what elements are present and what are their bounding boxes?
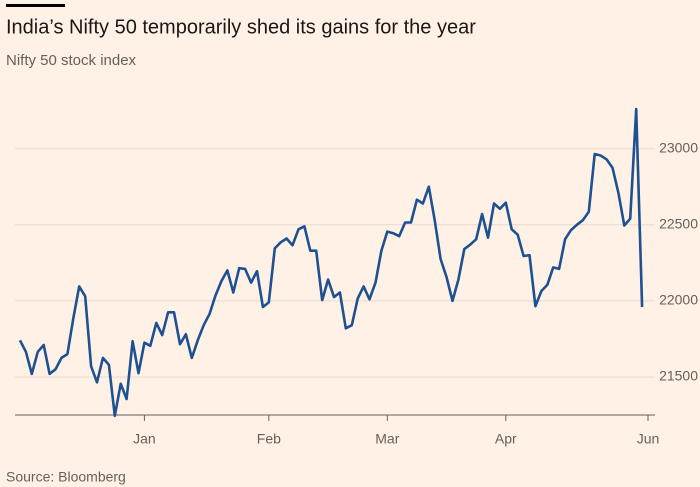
source: Source: Bloomberg [6,469,126,485]
y-tick-label: 21500 [659,368,698,384]
x-tick-label: Jan [133,431,156,447]
brand-bar [6,4,65,7]
y-tick-label: 23000 [659,139,698,155]
chart-subtitle: Nifty 50 stock index [6,52,137,69]
x-tick-label: Apr [495,431,517,447]
line-series [18,107,644,418]
x-tick-label: Mar [375,431,399,447]
chart-title: India’s Nifty 50 temporarily shed its ga… [6,16,476,38]
y-tick-label: 22000 [659,292,698,308]
y-tick-label: 22500 [659,215,698,231]
x-tick-label: Feb [257,431,281,447]
x-tick-label: Jun [637,431,660,447]
